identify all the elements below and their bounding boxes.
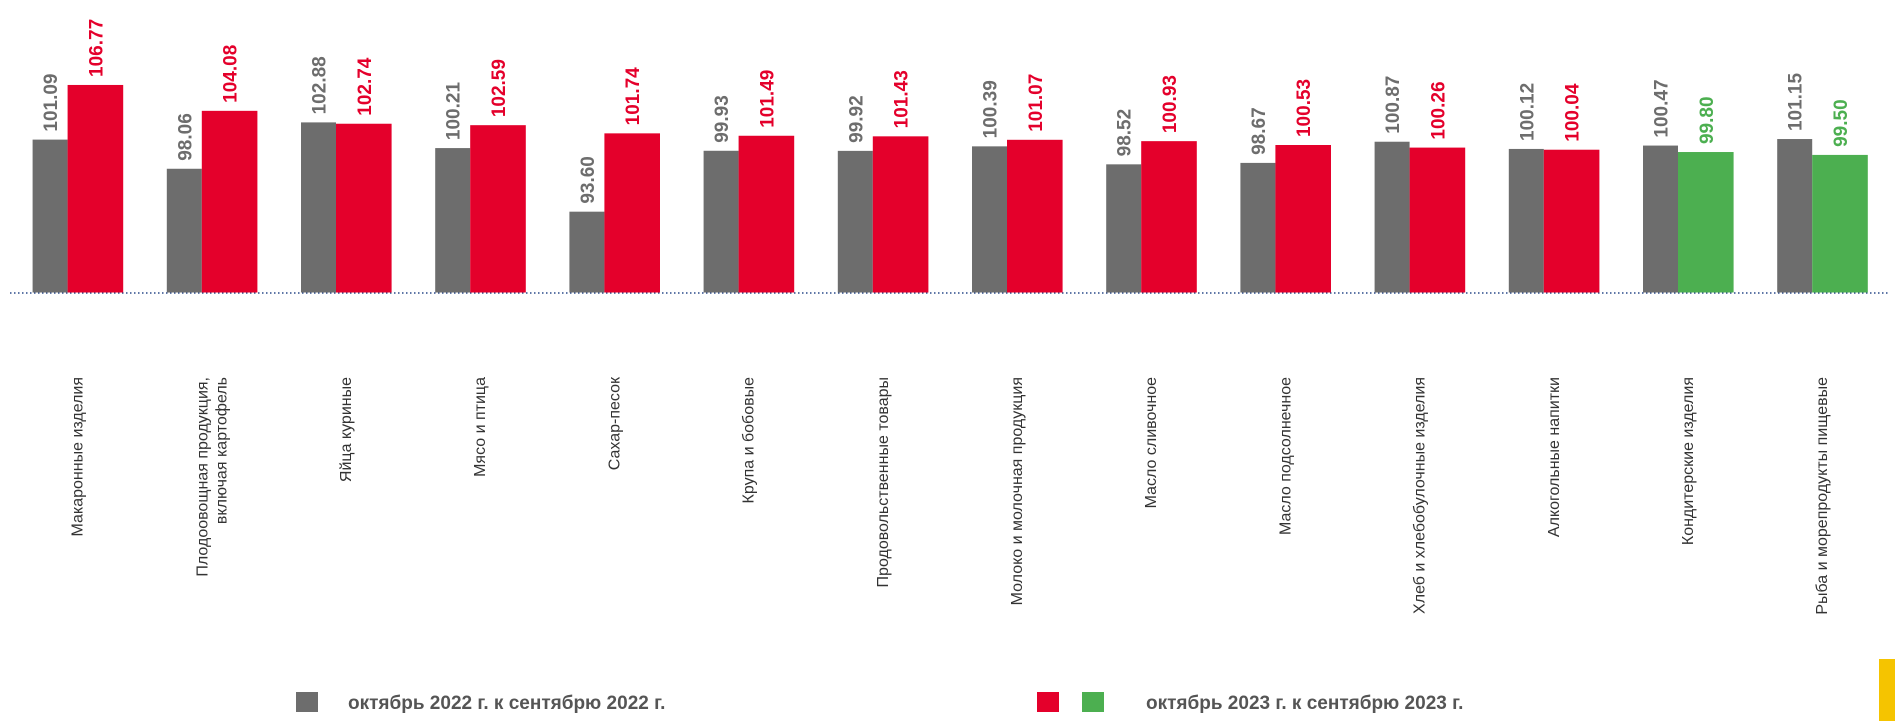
category-label: Масло сливочное [1143, 377, 1160, 508]
value-label: 98.52 [1115, 109, 1136, 157]
category-label: Продовольственные товары [875, 377, 892, 587]
bar [604, 133, 660, 292]
value-label: 100.39 [981, 80, 1002, 138]
value-label: 101.74 [623, 67, 644, 126]
bar [1678, 152, 1734, 292]
value-label: 102.74 [355, 57, 376, 116]
category-label: Макаронные изделия [70, 377, 87, 537]
bar [336, 124, 392, 293]
bar [704, 151, 739, 293]
bar [838, 151, 873, 293]
bar [33, 140, 68, 293]
value-label: 101.49 [757, 70, 778, 128]
value-label: 106.77 [86, 19, 107, 77]
chart: 101.09 106.77 Макаронные изделия 98.06 104.0… [0, 0, 1895, 721]
category-label: включая картофель [213, 377, 230, 524]
bar [1375, 142, 1410, 293]
bar [167, 169, 202, 293]
bar [1007, 140, 1063, 293]
legend-swatch [1082, 692, 1104, 712]
value-label: 93.60 [578, 156, 599, 204]
bar [1410, 148, 1466, 293]
value-label: 101.15 [1786, 72, 1807, 131]
category-label: Плодоовощная продукция, [194, 377, 211, 577]
legend-swatch [296, 692, 318, 712]
bar [1275, 145, 1331, 293]
category-label: Мясо и птица [472, 377, 489, 477]
bar [1643, 146, 1678, 293]
category-label: Масло подсолнечное [1277, 377, 1294, 535]
value-label: 99.80 [1697, 96, 1718, 144]
bar [435, 148, 470, 292]
category-label: Рыба и морепродукты пищевые [1814, 377, 1831, 615]
bar [1509, 149, 1544, 293]
value-label: 101.07 [1026, 74, 1047, 132]
value-label: 100.12 [1517, 83, 1538, 141]
bar [1141, 141, 1197, 292]
value-label: 100.93 [1160, 75, 1181, 133]
bar [972, 146, 1007, 292]
value-label: 101.09 [41, 73, 62, 131]
bar [739, 136, 795, 293]
bar [569, 212, 604, 293]
value-label: 100.04 [1563, 83, 1584, 142]
value-label: 98.67 [1249, 107, 1270, 155]
bar [470, 125, 526, 292]
value-label: 100.26 [1428, 81, 1449, 139]
value-label: 100.53 [1294, 79, 1315, 137]
value-label: 100.21 [444, 82, 465, 141]
bar [301, 122, 336, 292]
value-label: 98.06 [175, 113, 196, 161]
corner-accent [1879, 659, 1895, 721]
value-label: 102.59 [489, 59, 510, 117]
bar [1812, 155, 1868, 293]
category-label: Молоко и молочная продукция [1009, 377, 1026, 605]
legend-label: октябрь 2022 г. к сентябрю 2022 г. [348, 693, 665, 714]
bar [1240, 163, 1275, 293]
bar [1544, 150, 1600, 293]
value-label: 101.43 [892, 70, 913, 128]
value-label: 99.50 [1831, 99, 1852, 147]
value-label: 100.47 [1652, 79, 1673, 137]
bar [202, 111, 258, 293]
value-label: 99.93 [712, 95, 733, 143]
value-label: 104.08 [221, 45, 242, 103]
category-label: Хлеб и хлебобулочные изделия [1412, 377, 1429, 614]
category-label: Сахар-песок [606, 376, 623, 470]
category-label: Яйца куриные [338, 377, 355, 482]
bar [68, 85, 124, 293]
category-label: Крупа и бобовые [741, 377, 758, 504]
category-label: Алкогольные напитки [1546, 377, 1563, 537]
legend-label: октябрь 2023 г. к сентябрю 2023 г. [1146, 693, 1463, 714]
value-label: 99.92 [846, 95, 867, 143]
bar [873, 136, 929, 292]
value-label: 100.87 [1383, 76, 1404, 134]
bar [1106, 164, 1141, 292]
legend-swatch [1037, 692, 1059, 712]
value-label: 102.88 [310, 56, 331, 114]
bar [1777, 139, 1812, 292]
category-label: Кондитерские изделия [1680, 377, 1697, 545]
